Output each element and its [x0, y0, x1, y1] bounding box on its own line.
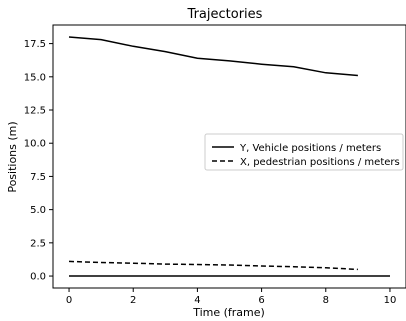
pedestrian-line	[68, 260, 358, 271]
y-tick-label: 17.5	[24, 39, 46, 50]
x-tick-label: 0	[66, 295, 72, 306]
x-tick-label: 10	[384, 295, 397, 306]
y-tick-label: 7.5	[30, 172, 46, 183]
legend: Y, Vehicle positions / meters X, pedestr…	[204, 133, 404, 171]
plot-frame	[52, 24, 406, 289]
legend-label-pedestrian: X, pedestrian positions / meters	[240, 157, 400, 168]
x-tick-label: 8	[323, 295, 329, 306]
y-tick-label: 5.0	[30, 205, 46, 216]
y-tick-label: 10.0	[24, 139, 46, 150]
y-tick-label: 15.0	[24, 72, 46, 83]
y-tick-label: 2.5	[30, 238, 46, 249]
y-tick-label: 12.5	[24, 106, 46, 117]
vehicle-line	[68, 36, 358, 77]
y-axis-label: Positions (m)	[6, 121, 19, 192]
y-axis-ticks: 0.0 2.5 5.0 7.5 10.0 12.5 15.0 17.5	[24, 39, 53, 283]
chart-title: Trajectories	[187, 7, 263, 22]
x-axis-label: Time (frame)	[192, 306, 265, 319]
x-tick-label: 4	[194, 295, 200, 306]
legend-label-vehicle: Y, Vehicle positions / meters	[239, 143, 381, 154]
y-tick-label: 0.0	[30, 272, 46, 283]
legend-box	[204, 133, 404, 171]
x-tick-label: 6	[258, 295, 264, 306]
series-layer	[68, 36, 390, 277]
x-tick-label: 2	[130, 295, 136, 306]
x-axis-ticks: 0 2 4 6 8 10	[66, 288, 396, 306]
